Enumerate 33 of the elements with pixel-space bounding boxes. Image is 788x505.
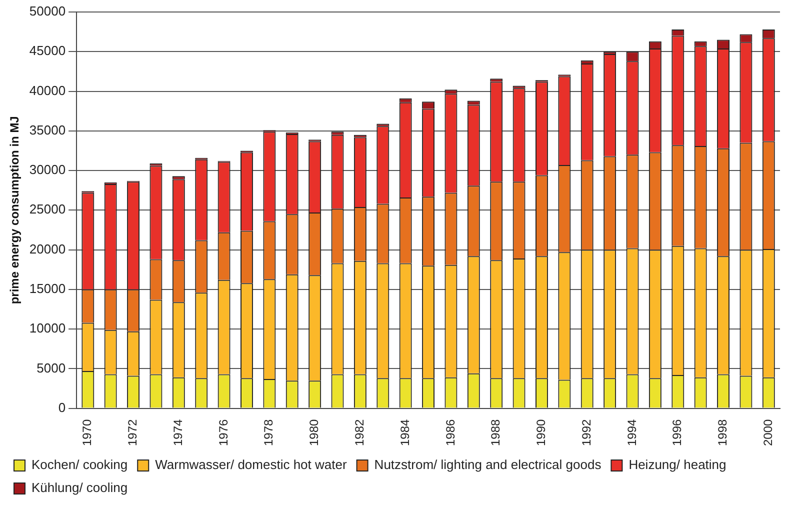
x-tick-label: 1984 [398, 418, 412, 446]
x-tick-label: 1972 [126, 418, 140, 446]
y-tick-label: 45000 [29, 43, 66, 58]
x-tick-label: 1970 [80, 418, 94, 446]
y-tick-label: 20000 [29, 241, 66, 256]
y-tick-label: 40000 [29, 82, 66, 98]
x-tick-label: 1992 [579, 418, 594, 446]
x-tick-label: 1988 [488, 418, 503, 446]
x-tick-label: 1978 [262, 418, 276, 446]
legend-label: Kühlung/ cooling [32, 480, 128, 496]
x-tick-label: 1998 [716, 418, 730, 446]
x-tick-label: 1996 [670, 418, 684, 446]
y-tick-label: 30000 [29, 162, 66, 178]
y-tick-label: 10000 [29, 320, 66, 336]
legend-label: Heizung/ heating [628, 457, 726, 472]
x-tick-label: 1982 [352, 418, 367, 446]
legend-label: Kochen/ cooking [32, 457, 128, 472]
x-tick-label: 1976 [216, 418, 230, 446]
x-tick-label: 2000 [760, 418, 775, 446]
x-tick-label: 1990 [534, 418, 548, 446]
x-tick-label: 1994 [624, 418, 639, 446]
y-tick-label: 15000 [29, 280, 66, 296]
legend-label: Nutzstrom/ lighting and electrical goods [374, 457, 602, 472]
y-tick-label: 0 [58, 400, 66, 415]
y-axis-title: prime energy consumption in MJ [8, 116, 22, 304]
x-tick-label: 1980 [307, 418, 322, 446]
x-tick-label: 1974 [170, 418, 185, 446]
y-tick-label: 50000 [29, 4, 66, 19]
x-tick-label: 1986 [443, 418, 458, 446]
y-tick-label: 25000 [29, 202, 66, 217]
y-tick-label: 5000 [36, 360, 66, 376]
legend-label: Warmwasser/ domestic hot water [155, 457, 348, 472]
y-tick-label: 35000 [29, 122, 66, 138]
